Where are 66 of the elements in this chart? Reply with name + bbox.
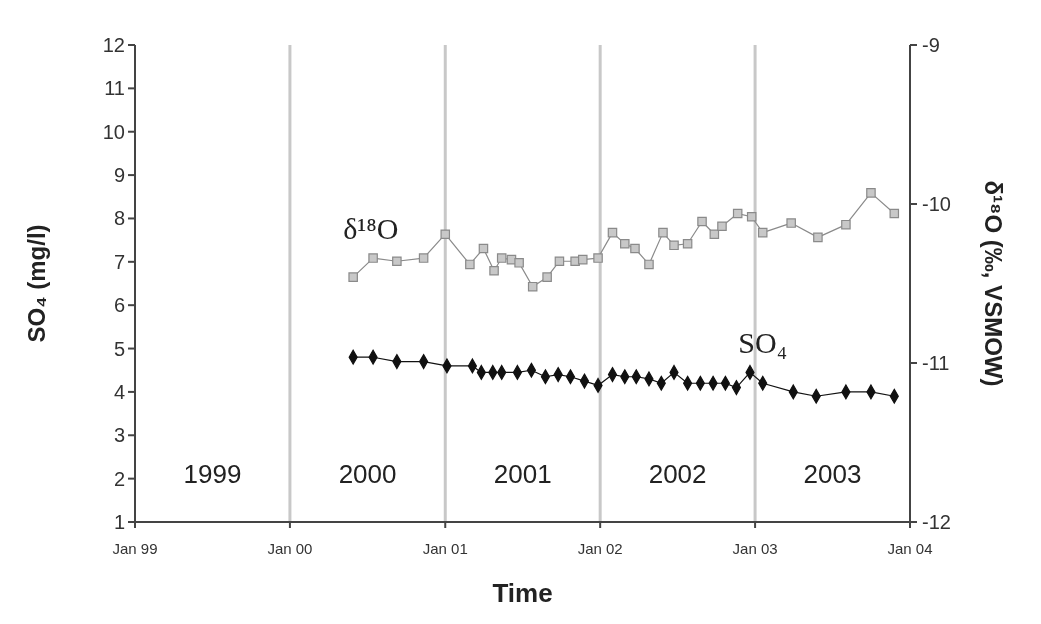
point (593, 253, 603, 263)
point (813, 232, 823, 243)
annotation: 2002 (648, 459, 707, 490)
point (418, 253, 429, 263)
point (542, 272, 552, 282)
point (709, 229, 720, 239)
annotation: 1999 (183, 459, 242, 490)
y2-tick-label: -10 (922, 193, 951, 215)
point (732, 208, 743, 219)
x-tick-label: Jan 02 (577, 540, 623, 557)
y2-tick-label: -9 (922, 34, 940, 56)
y-tick-label: 8 (113, 207, 125, 230)
x-tick-label: Jan 01 (422, 540, 468, 557)
point (392, 256, 402, 267)
series-label: SO₄ (738, 326, 788, 360)
point (465, 259, 475, 270)
point (697, 216, 707, 227)
x-tick-label: Jan 99 (112, 540, 158, 557)
point (577, 254, 588, 265)
point (440, 229, 451, 239)
y2-tick-label: -12 (922, 511, 951, 533)
y-tick-label: 1 (113, 511, 125, 533)
y-tick-label: 3 (113, 424, 125, 447)
y-tick-label: 5 (113, 337, 125, 360)
y-tick-label: 11 (104, 77, 125, 100)
annotation: 2000 (338, 459, 397, 490)
point (889, 208, 900, 219)
point (644, 259, 654, 270)
point (527, 281, 538, 292)
point (630, 243, 640, 254)
y-tick-label: 9 (113, 164, 125, 187)
x-tick-label: Jan 00 (267, 540, 313, 557)
y-tick-label: 6 (113, 294, 125, 317)
point (607, 227, 618, 238)
y-tick-label: 7 (113, 250, 125, 273)
y-tick-label: 12 (102, 34, 125, 56)
point (554, 256, 565, 267)
x-tick-label: Jan 03 (732, 540, 778, 557)
annotation: 2001 (493, 459, 552, 490)
point (658, 227, 668, 238)
x-axis-title: Time (492, 578, 553, 608)
point (717, 221, 727, 232)
point (489, 266, 499, 276)
point (757, 227, 768, 238)
point (620, 238, 630, 249)
point (570, 256, 580, 267)
point (866, 188, 876, 198)
point (478, 243, 489, 254)
y2-tick-label: -11 (922, 352, 950, 374)
point (682, 238, 693, 249)
point (514, 258, 524, 268)
point (786, 218, 796, 228)
y-axis-title: SO₄ (mg/l) (23, 224, 50, 343)
point (496, 253, 507, 263)
point (841, 219, 851, 230)
y2-axis-title: δ¹⁸O (‰, VSMOW) (980, 180, 1007, 387)
point (746, 211, 757, 222)
point (669, 240, 679, 251)
y-tick-label: 2 (113, 467, 125, 490)
point (348, 272, 358, 282)
series-label: δ¹⁸O (343, 212, 399, 246)
annotation: 2003 (803, 459, 862, 490)
y-tick-label: 4 (113, 380, 125, 403)
x-tick-label: Jan 04 (887, 540, 933, 557)
point (368, 253, 378, 263)
y-tick-label: 10 (102, 120, 125, 143)
